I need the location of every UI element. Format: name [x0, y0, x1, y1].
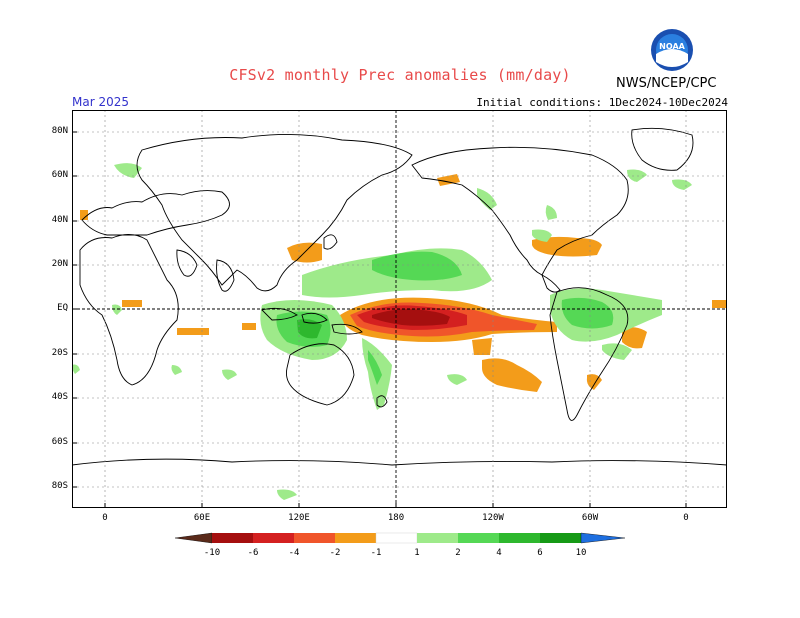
- colorbar-seg-10: [580, 532, 626, 544]
- colorbar-seg-0: [174, 532, 213, 544]
- lat-label-80s: 80S: [51, 481, 68, 491]
- colorbar-seg-2: [253, 533, 294, 543]
- anomaly-map: [72, 110, 727, 508]
- lat-label-60n: 60N: [51, 170, 68, 180]
- lon-label-0: 0: [102, 513, 108, 523]
- lon-label-0-east: 0: [683, 513, 689, 523]
- colorbar-seg-5: [375, 532, 418, 544]
- lat-label-60s: 60S: [51, 437, 68, 447]
- lat-label-20s: 20S: [51, 348, 68, 358]
- colorbar-seg-3: [294, 533, 335, 543]
- colorbar-seg-8: [499, 533, 540, 543]
- lat-label-40n: 40N: [51, 215, 68, 225]
- colorbar-label: -4: [288, 548, 300, 558]
- colorbar-label: -10: [203, 548, 221, 558]
- colorbar: [174, 532, 626, 544]
- agency-label: NWS/NCEP/CPC: [616, 76, 717, 91]
- colorbar-label: 4: [496, 548, 502, 558]
- colorbar-label: -1: [370, 548, 382, 558]
- lon-label-60w: 60W: [581, 513, 599, 523]
- colorbar-seg-6: [417, 533, 458, 543]
- noaa-logo-icon: NOAA: [651, 29, 693, 71]
- gridlines: [72, 110, 727, 508]
- lon-label-120w: 120W: [482, 513, 504, 523]
- colorbar-label: 2: [455, 548, 461, 558]
- chart-title: CFSv2 monthly Prec anomalies (mm/day): [229, 66, 571, 84]
- colorbar-label: -6: [247, 548, 259, 558]
- colorbar-label: 10: [575, 548, 587, 558]
- lat-label-80n: 80N: [51, 126, 68, 136]
- colorbar-label: 1: [414, 548, 420, 558]
- colorbar-seg-1: [212, 533, 253, 543]
- colorbar-label: 6: [537, 548, 543, 558]
- colorbar-seg-9: [540, 533, 581, 543]
- colorbar-seg-7: [458, 533, 499, 543]
- lat-label-40s: 40S: [51, 392, 68, 402]
- coastlines: [72, 127, 727, 466]
- lat-label-20n: 20N: [51, 259, 68, 269]
- lat-label-eq: EQ: [57, 303, 68, 313]
- colorbar-seg-4: [335, 533, 376, 543]
- lon-label-120e: 120E: [288, 513, 310, 523]
- valid-month: Mar 2025: [72, 95, 129, 109]
- reference-lines: [72, 110, 727, 508]
- anomaly-shading: [72, 163, 727, 500]
- svg-text:NOAA: NOAA: [659, 42, 685, 51]
- colorbar-label: -2: [329, 548, 341, 558]
- initial-conditions: Initial conditions: 1Dec2024-10Dec2024: [476, 96, 728, 109]
- lon-label-180: 180: [387, 513, 405, 523]
- lon-label-60e: 60E: [193, 513, 211, 523]
